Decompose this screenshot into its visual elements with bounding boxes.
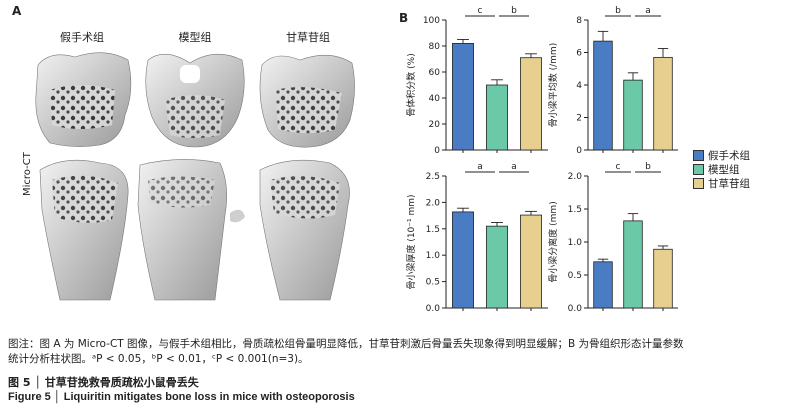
chart-3-ylabel: 骨小梁分离度 (mm) <box>547 201 559 282</box>
chart-3-bar-0 <box>593 261 613 309</box>
chart-1-sig-label-0: b <box>615 6 621 16</box>
chart-2-ytick-label-1: 0.5 <box>426 278 440 288</box>
chart-2-bar-2 <box>520 214 542 309</box>
group-title-model: 模型组 <box>178 31 212 44</box>
figure-note-line2: 统计分析柱状图。ᵃP < 0.05，ᵇP < 0.01，ᶜP < 0.001(n… <box>8 353 309 365</box>
chart-2-ylabel: 骨小梁厚度 (10⁻¹ mm) <box>405 194 417 289</box>
ct-top-model <box>145 53 245 148</box>
chart-2-ytick-label-0: 0.0 <box>426 304 441 314</box>
chart-0-sig-label-1: b <box>511 6 517 16</box>
ct-bottom-model <box>137 159 245 301</box>
chart-2-bar-0 <box>452 211 474 309</box>
chart-1-bar-0 <box>593 40 613 151</box>
chart-2-sig-label-1: a <box>511 162 517 172</box>
chart-0-ytick-label-1: 20 <box>429 120 441 130</box>
ct-bottom-liquiritin <box>259 159 350 301</box>
chart-1-ytick-label-4: 8 <box>576 16 582 26</box>
chart-2-sig-label-0: a <box>477 162 483 172</box>
legend-label-sham: 假手术组 <box>708 149 750 162</box>
figure-note-line1: 图注：图 A 为 Micro-CT 图像，与假手术组相比，骨质疏松组骨量明显降低… <box>8 338 684 350</box>
chart-1-ytick-label-1: 2 <box>576 114 582 124</box>
chart-0-ytick-label-2: 40 <box>429 94 441 104</box>
legend-label-liquiritin: 甘草苷组 <box>708 177 750 190</box>
chart-3-sig-label-0: c <box>616 162 621 172</box>
chart-1-ytick-label-3: 6 <box>576 49 582 59</box>
chart-3-ytick-label-4: 2.0 <box>568 172 583 182</box>
ct-top-liquiritin <box>259 54 355 148</box>
figure-note: 图注：图 A 为 Micro-CT 图像，与假手术组相比，骨质疏松组骨量明显降低… <box>8 337 792 367</box>
chart-3-ytick-label-0: 0.0 <box>568 304 583 314</box>
group-title-sham: 假手术组 <box>60 31 104 44</box>
group-title-liquiritin: 甘草苷组 <box>286 31 330 44</box>
figure-title-en: Figure 5 │ Liquiritin mitigates bone los… <box>8 391 355 403</box>
chart-0-bar-0 <box>452 43 474 151</box>
chart-0-ylabel: 骨体积分数 (%) <box>405 53 417 116</box>
chart-2-ytick-label-4: 2.0 <box>426 198 441 208</box>
chart-1-ytick-label-2: 4 <box>576 81 582 91</box>
chart-1-bar-2 <box>653 56 673 151</box>
legend-label-model: 模型组 <box>708 163 740 176</box>
chart-3-ytick-label-2: 1.0 <box>568 238 583 248</box>
chart-1-ytick-label-0: 0 <box>576 146 582 156</box>
chart-3-ytick-label-3: 1.5 <box>568 205 582 215</box>
chart-2-bar-1 <box>486 225 508 309</box>
chart-3-ytick-label-1: 0.5 <box>568 271 582 281</box>
chart-2-ytick-label-3: 1.5 <box>426 225 440 235</box>
chart-0-sig-label-0: c <box>478 6 483 16</box>
chart-1-sig-label-1: a <box>645 6 651 16</box>
micro-ct-images <box>35 52 355 301</box>
chart-0-ytick-label-0: 0 <box>434 146 440 156</box>
legend-swatch-liquiritin <box>693 177 704 189</box>
panel-a-letter: A <box>12 4 22 18</box>
chart-1-ylabel: 骨小梁平均数 (/mm) <box>547 43 559 127</box>
chart-3-sig-label-1: b <box>645 162 651 172</box>
panel-b-letter: B <box>399 11 409 25</box>
chart-1-bar-1 <box>623 79 643 151</box>
chart-0-ytick-label-3: 60 <box>429 68 441 78</box>
chart-3-bar-2 <box>653 248 673 309</box>
legend: 假手术组 模型组 甘草苷组 <box>693 148 750 190</box>
legend-swatch-model <box>693 163 704 175</box>
chart-0-ytick-label-5: 100 <box>423 16 440 26</box>
ct-bottom-sham <box>39 159 129 301</box>
chart-2-ytick-label-2: 1.0 <box>426 251 441 261</box>
chart-3-bar-1 <box>623 220 643 309</box>
legend-item-sham: 假手术组 <box>693 148 750 162</box>
figure-title-cn: 图 5 │ 甘草苷挽救骨质疏松小鼠骨丢失 <box>8 376 199 389</box>
chart-2-ytick-label-5: 2.5 <box>426 172 440 182</box>
legend-swatch-sham <box>693 149 704 161</box>
bar-charts: 0 20 40 60 80 100 骨体积分数 (%) c b 0 2 4 6 8 骨小梁平均数 (/mm)… <box>405 6 678 314</box>
chart-0-bar-2 <box>520 57 542 151</box>
legend-item-model: 模型组 <box>693 162 750 176</box>
ct-top-sham <box>35 52 132 147</box>
legend-item-liquiritin: 甘草苷组 <box>693 176 750 190</box>
chart-0-ytick-label-4: 80 <box>429 42 441 52</box>
chart-0-bar-1 <box>486 84 508 151</box>
